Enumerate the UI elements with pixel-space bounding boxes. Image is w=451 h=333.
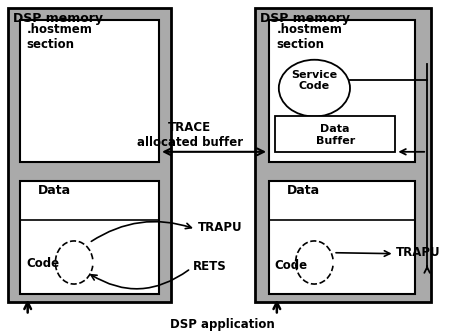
- Text: Data
Buffer: Data Buffer: [316, 124, 355, 146]
- Bar: [255, 8, 431, 302]
- Text: .hostmem
section: .hostmem section: [27, 23, 92, 51]
- Text: Data: Data: [287, 184, 320, 197]
- Text: TRAPU: TRAPU: [198, 221, 242, 234]
- Text: DSP memory: DSP memory: [260, 12, 350, 25]
- Bar: [269, 20, 415, 162]
- Text: Code: Code: [27, 257, 60, 270]
- Text: DSP application: DSP application: [170, 318, 275, 331]
- Text: TRAPU: TRAPU: [396, 246, 440, 259]
- Bar: [20, 181, 159, 294]
- Text: TRACE
allocated buffer: TRACE allocated buffer: [137, 121, 243, 149]
- Text: Code: Code: [275, 259, 308, 272]
- Bar: [275, 116, 396, 152]
- Text: Data: Data: [37, 184, 71, 197]
- Ellipse shape: [279, 60, 350, 117]
- Bar: [20, 20, 159, 162]
- Bar: [269, 181, 415, 294]
- Text: Service
Code: Service Code: [291, 70, 337, 91]
- Text: .hostmem
section: .hostmem section: [277, 23, 343, 51]
- Text: RETS: RETS: [193, 260, 226, 273]
- Text: DSP memory: DSP memory: [13, 12, 103, 25]
- Bar: [8, 8, 171, 302]
